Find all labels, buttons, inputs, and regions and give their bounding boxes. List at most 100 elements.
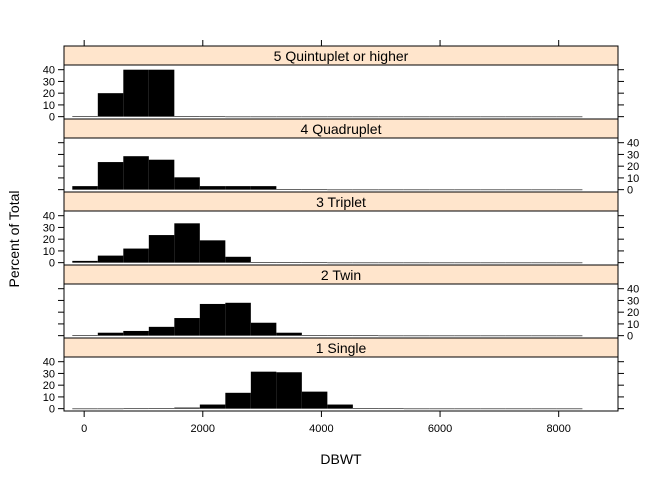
histogram-bar [174,318,200,336]
histogram-bar [174,177,200,190]
histogram-bar [148,69,175,117]
histogram-bar [301,189,328,191]
y-axis-title: Percent of Total [6,190,22,287]
histogram-bar [352,189,379,191]
histogram-bar [531,116,557,118]
histogram-bar [199,303,226,336]
histogram-bar [250,262,277,263]
histogram-bar [72,260,98,263]
y-tick-label: 30 [43,76,55,88]
y-tick-label: 30 [627,295,639,307]
y-tick-label: 20 [43,234,55,246]
histogram-bar [480,262,506,264]
histogram-bar [97,162,124,190]
histogram-bar [556,116,583,118]
x-tick-label: 6000 [428,423,452,435]
histogram-bar [378,262,404,264]
histogram-bar [327,116,353,118]
histogram-bar [225,256,251,263]
histogram-bar [148,326,175,336]
histogram-bar [327,335,353,336]
y-tick-label: 40 [627,284,639,296]
x-tick-label: 4000 [309,423,333,435]
histogram-bar [403,262,430,264]
histogram-bar [123,330,149,336]
histogram-bar [301,391,328,409]
histogram-bar [556,335,583,337]
histogram-bar [225,302,251,336]
histogram-bar [352,116,379,118]
histogram-bar [72,116,98,117]
histogram-bar [454,262,481,264]
panel-strip-label: 4 Quadruplet [301,121,382,137]
histogram-bar [250,116,277,118]
y-tick-label: 40 [43,357,55,369]
histogram-bar [250,371,277,409]
histogram-bar [174,223,200,263]
histogram-bar [556,408,583,410]
histogram-bar [531,408,557,410]
histogram-bar [531,335,557,337]
panel-strip-label: 3 Triplet [316,194,366,210]
histogram-bar [276,116,302,118]
panel-strip-label: 1 Single [316,340,367,356]
y-tick-label: 0 [49,258,55,270]
histogram-bar [97,93,124,117]
histogram-bar [327,262,353,264]
y-tick-label: 20 [43,88,55,100]
histogram-bar [276,372,302,409]
y-tick-label: 40 [43,211,55,223]
y-tick-label: 30 [43,222,55,234]
y-tick-label: 0 [627,331,633,343]
histogram-bar [480,116,506,118]
histogram-bar [199,186,226,190]
histogram-bar [480,189,506,191]
panel-frame [63,356,619,412]
y-tick-label: 30 [43,368,55,380]
x-tick-label: 8000 [546,423,570,435]
histogram-bar [301,116,328,118]
y-tick-label: 0 [49,112,55,124]
histogram-bar [454,408,481,410]
histogram-bar [174,407,200,409]
y-tick-label: 0 [627,185,633,197]
histogram-bar [123,69,149,117]
histogram-bar [505,189,532,191]
histogram-bar [403,335,430,337]
histogram-bar [403,408,430,410]
histogram-bar [429,116,455,118]
histogram-bar [327,189,353,191]
histogram-bar [276,332,302,336]
x-tick-label: 0 [81,423,87,435]
histogram-bar [276,189,302,190]
histogram-bar [378,189,404,191]
histogram-bar [378,116,404,118]
histogram-bar [97,255,124,263]
histogram-bar [72,335,98,336]
histogram-bar [352,335,379,337]
histogram-bar [505,116,532,118]
histogram-bar [225,186,251,190]
histogram-bar [429,335,455,337]
histogram-bar [327,404,353,409]
histogram-bar [123,156,149,190]
histogram-bar [531,189,557,191]
histogram-bar [429,262,455,264]
histogram-bar [454,189,481,191]
histogram-bar [148,235,175,263]
histogram-bar [556,262,583,264]
y-tick-label: 0 [49,404,55,416]
histogram-bar [276,262,302,263]
histogram-bar [123,248,149,263]
y-tick-label: 10 [43,100,55,112]
y-tick-label: 40 [627,138,639,150]
y-tick-label: 10 [43,246,55,258]
y-tick-label: 40 [43,65,55,77]
panel-strip-label: 2 Twin [321,267,361,283]
y-tick-label: 30 [627,149,639,161]
histogram-bar [148,408,175,409]
histogram-bar [123,408,149,410]
y-tick-label: 20 [627,307,639,319]
